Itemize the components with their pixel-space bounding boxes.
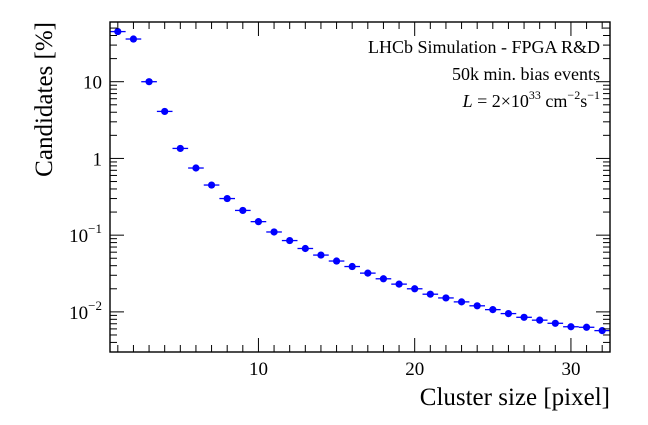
- y-tick-base: 10: [83, 73, 102, 94]
- lumi-s: s: [580, 91, 587, 111]
- data-point: [239, 206, 247, 215]
- data-point: [145, 78, 153, 86]
- data-point: [489, 306, 497, 314]
- y-tick-exponent: −1: [88, 221, 102, 236]
- data-point: [192, 164, 200, 172]
- data-point: [301, 244, 309, 253]
- data-point: [207, 181, 216, 189]
- y-tick-base: 10: [69, 226, 88, 247]
- data-point: [176, 144, 184, 153]
- data-point: [286, 236, 294, 245]
- lumi-s-exponent: −1: [587, 88, 600, 102]
- data-point: [442, 294, 450, 302]
- lumi-exponent: 33: [529, 88, 541, 102]
- lumi-unit-exponent: −2: [567, 88, 580, 102]
- annotation-simulation: LHCb Simulation - FPGA R&D: [368, 37, 600, 57]
- data-point: [114, 27, 122, 36]
- data-point: [254, 218, 263, 226]
- plot-frame: [109, 21, 611, 353]
- data-point: [473, 302, 481, 310]
- data-point: [551, 319, 559, 327]
- data-point: [520, 313, 528, 321]
- axis-ticks: [110, 21, 610, 353]
- data-point: [567, 323, 575, 331]
- y-tick-label: 10−2: [69, 298, 102, 324]
- data-point: [317, 251, 325, 259]
- data-point: [457, 298, 466, 306]
- x-tick-label: 30: [561, 359, 580, 380]
- data-point: [129, 35, 138, 43]
- data-point: [379, 275, 388, 283]
- data-point: [504, 309, 513, 318]
- data-point: [395, 280, 403, 288]
- y-tick-label: 10: [83, 73, 102, 94]
- data-point: [582, 323, 591, 331]
- y-tick-label: 1: [93, 149, 103, 170]
- y-tick-base: 1: [93, 149, 103, 170]
- data-point: [348, 262, 356, 271]
- x-tick-label: 20: [405, 359, 424, 380]
- data-point: [411, 285, 419, 293]
- annotation-events: 50k min. bias events: [452, 64, 600, 84]
- data-point: [223, 194, 231, 203]
- lumi-unit: cm: [541, 91, 568, 111]
- data-point: [161, 107, 169, 116]
- data-point: [332, 257, 341, 265]
- lumi-symbol: L: [462, 91, 473, 111]
- x-axis-title: Cluster size [pixel]: [420, 384, 610, 411]
- data-point: [598, 327, 606, 335]
- x-tick-label: 10: [249, 359, 268, 380]
- data-point: [536, 316, 544, 324]
- y-tick-exponent: −2: [88, 298, 102, 313]
- data-point: [426, 290, 434, 298]
- y-axis-title: Candidates [%]: [31, 22, 58, 177]
- data-point: [270, 228, 278, 236]
- y-tick-base: 10: [69, 303, 88, 324]
- data-point: [364, 269, 372, 277]
- data-markers: [110, 27, 610, 335]
- y-tick-label: 10−1: [69, 221, 102, 247]
- annotation-luminosity: L = 2×1033 cm−2s−1: [462, 88, 600, 111]
- lumi-value: = 2×10: [473, 91, 529, 111]
